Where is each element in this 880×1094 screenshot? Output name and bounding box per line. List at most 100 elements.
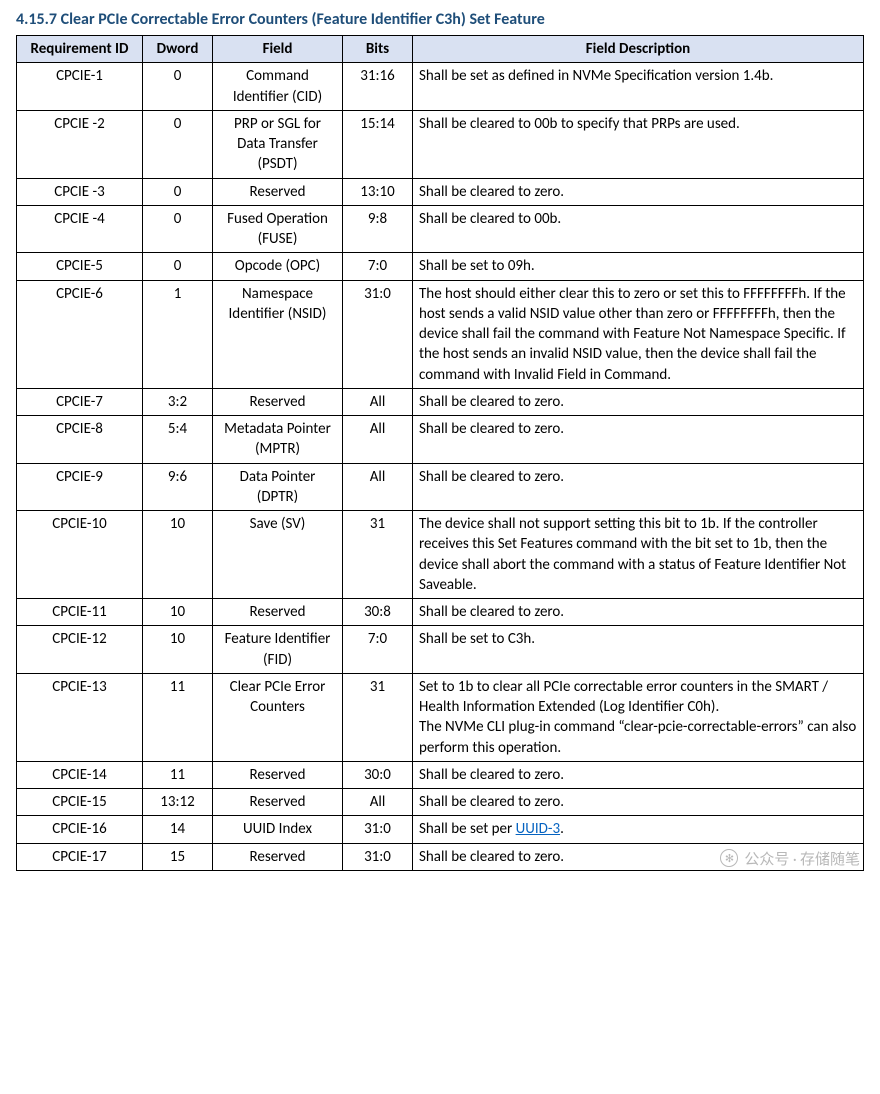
- cell-bits: 31:0: [343, 280, 413, 388]
- cell-desc: Set to 1b to clear all PCIe correctable …: [413, 673, 864, 761]
- table-row: CPCIE -30Reserved13:10Shall be cleared t…: [17, 178, 864, 205]
- cell-desc: Shall be cleared to zero.: [413, 843, 864, 870]
- cell-req: CPCIE-7: [17, 388, 143, 415]
- table-row: CPCIE-1715Reserved31:0Shall be cleared t…: [17, 843, 864, 870]
- table-row: CPCIE -20PRP or SGL for Data Transfer (P…: [17, 110, 864, 178]
- cell-dword: 0: [143, 253, 213, 280]
- cell-field: Metadata Pointer (MPTR): [213, 416, 343, 464]
- section-heading: 4.15.7 Clear PCIe Correctable Error Coun…: [16, 10, 864, 29]
- cell-bits: 13:10: [343, 178, 413, 205]
- cell-bits: 30:0: [343, 761, 413, 788]
- cell-req: CPCIE -3: [17, 178, 143, 205]
- table-row: CPCIE-1614UUID Index31:0Shall be set per…: [17, 816, 864, 843]
- cell-field: Clear PCIe Error Counters: [213, 673, 343, 761]
- cell-field: PRP or SGL for Data Transfer (PSDT): [213, 110, 343, 178]
- cell-dword: 0: [143, 63, 213, 111]
- cell-dword: 10: [143, 511, 213, 599]
- cell-desc: Shall be cleared to zero.: [413, 599, 864, 626]
- cell-dword: 0: [143, 178, 213, 205]
- cell-field: UUID Index: [213, 816, 343, 843]
- cell-field: Reserved: [213, 599, 343, 626]
- cell-field: Opcode (OPC): [213, 253, 343, 280]
- col-header-dword: Dword: [143, 36, 213, 63]
- cell-bits: 9:8: [343, 205, 413, 253]
- cell-field: Data Pointer (DPTR): [213, 463, 343, 511]
- table-row: CPCIE-1513:12ReservedAllShall be cleared…: [17, 789, 864, 816]
- table-row: CPCIE-10Command Identifier (CID)31:16Sha…: [17, 63, 864, 111]
- cell-field: Reserved: [213, 789, 343, 816]
- cell-req: CPCIE-9: [17, 463, 143, 511]
- cell-bits: 7:0: [343, 626, 413, 674]
- cell-desc: Shall be cleared to zero.: [413, 463, 864, 511]
- cell-field: Reserved: [213, 843, 343, 870]
- cell-bits: 31:16: [343, 63, 413, 111]
- table-row: CPCIE-85:4Metadata Pointer (MPTR)AllShal…: [17, 416, 864, 464]
- cell-desc: The device shall not support setting thi…: [413, 511, 864, 599]
- cell-bits: 7:0: [343, 253, 413, 280]
- cell-field: Reserved: [213, 388, 343, 415]
- cell-req: CPCIE-8: [17, 416, 143, 464]
- cell-req: CPCIE-1: [17, 63, 143, 111]
- cell-dword: 11: [143, 761, 213, 788]
- cell-bits: All: [343, 463, 413, 511]
- cell-req: CPCIE-17: [17, 843, 143, 870]
- table-row: CPCIE-99:6Data Pointer (DPTR)AllShall be…: [17, 463, 864, 511]
- cell-bits: 31:0: [343, 816, 413, 843]
- cell-desc: Shall be set as defined in NVMe Specific…: [413, 63, 864, 111]
- cell-desc: Shall be cleared to zero.: [413, 388, 864, 415]
- cell-bits: 30:8: [343, 599, 413, 626]
- cell-field: Reserved: [213, 178, 343, 205]
- cell-desc: Shall be cleared to zero.: [413, 761, 864, 788]
- cell-desc: Shall be set to C3h.: [413, 626, 864, 674]
- cell-desc: Shall be cleared to 00b to specify that …: [413, 110, 864, 178]
- cell-dword: 15: [143, 843, 213, 870]
- table-row: CPCIE-50Opcode (OPC)7:0Shall be set to 0…: [17, 253, 864, 280]
- cell-dword: 10: [143, 626, 213, 674]
- cell-bits: 15:14: [343, 110, 413, 178]
- cell-dword: 3:2: [143, 388, 213, 415]
- cell-req: CPCIE-5: [17, 253, 143, 280]
- cell-dword: 0: [143, 205, 213, 253]
- cell-dword: 1: [143, 280, 213, 388]
- cell-desc: Shall be cleared to 00b.: [413, 205, 864, 253]
- cell-req: CPCIE-16: [17, 816, 143, 843]
- cell-field: Fused Operation (FUSE): [213, 205, 343, 253]
- cell-field: Reserved: [213, 761, 343, 788]
- cell-dword: 11: [143, 673, 213, 761]
- cell-desc: Shall be cleared to zero.: [413, 178, 864, 205]
- col-header-field: Field: [213, 36, 343, 63]
- table-body: CPCIE-10Command Identifier (CID)31:16Sha…: [17, 63, 864, 871]
- table-row: CPCIE-1210Feature Identifier (FID)7:0Sha…: [17, 626, 864, 674]
- cell-req: CPCIE-13: [17, 673, 143, 761]
- cell-dword: 0: [143, 110, 213, 178]
- cell-bits: All: [343, 789, 413, 816]
- table-row: CPCIE-1411Reserved30:0Shall be cleared t…: [17, 761, 864, 788]
- cell-bits: 31:0: [343, 843, 413, 870]
- cell-bits: 31: [343, 673, 413, 761]
- cell-field: Command Identifier (CID): [213, 63, 343, 111]
- cell-req: CPCIE -4: [17, 205, 143, 253]
- cell-field: Feature Identifier (FID): [213, 626, 343, 674]
- col-header-bits: Bits: [343, 36, 413, 63]
- cell-req: CPCIE-11: [17, 599, 143, 626]
- cell-dword: 10: [143, 599, 213, 626]
- cell-req: CPCIE-14: [17, 761, 143, 788]
- col-header-desc: Field Description: [413, 36, 864, 63]
- cell-req: CPCIE-12: [17, 626, 143, 674]
- cell-desc: Shall be set per UUID-3.: [413, 816, 864, 843]
- cell-dword: 5:4: [143, 416, 213, 464]
- cell-bits: All: [343, 416, 413, 464]
- table-header-row: Requirement ID Dword Field Bits Field De…: [17, 36, 864, 63]
- uuid-link[interactable]: UUID-3: [516, 820, 560, 838]
- table-row: CPCIE-73:2ReservedAllShall be cleared to…: [17, 388, 864, 415]
- table-row: CPCIE-1110Reserved30:8Shall be cleared t…: [17, 599, 864, 626]
- table-row: CPCIE-1010Save (SV)31The device shall no…: [17, 511, 864, 599]
- cell-req: CPCIE-6: [17, 280, 143, 388]
- table-row: CPCIE-61Namespace Identifier (NSID)31:0T…: [17, 280, 864, 388]
- cell-field: Save (SV): [213, 511, 343, 599]
- table-row: CPCIE-1311Clear PCIe Error Counters31Set…: [17, 673, 864, 761]
- cell-dword: 13:12: [143, 789, 213, 816]
- cell-desc: Shall be cleared to zero.: [413, 789, 864, 816]
- cell-dword: 9:6: [143, 463, 213, 511]
- cell-desc: Shall be cleared to zero.: [413, 416, 864, 464]
